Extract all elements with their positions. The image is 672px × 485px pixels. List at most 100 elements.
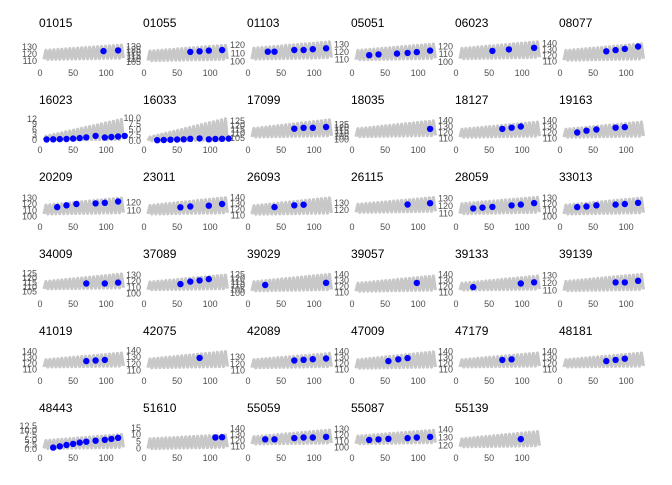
- panel-title: 20209: [39, 170, 73, 184]
- y-tick-label: 120: [438, 358, 453, 368]
- data-point: [634, 277, 642, 284]
- data-point: [43, 136, 50, 143]
- y-tick-label: 110: [439, 364, 453, 374]
- y-tick-label: 130: [22, 42, 37, 52]
- data-point: [322, 279, 330, 286]
- y-tick-label: 110: [231, 365, 245, 375]
- data-point: [160, 136, 167, 144]
- data-point: [205, 47, 212, 54]
- data-point: [212, 135, 219, 143]
- data-point: [621, 355, 628, 362]
- data-point: [404, 354, 411, 362]
- x-tick-label: 50: [276, 222, 286, 232]
- y-tick-label: 120: [542, 127, 557, 137]
- panel-title: 39029: [247, 247, 281, 261]
- y-tick-label: 10.0: [123, 113, 141, 123]
- panel-title: 28059: [455, 170, 489, 184]
- panel-title: 42089: [247, 324, 281, 338]
- data-point: [517, 201, 524, 208]
- x-tick-label: 50: [484, 299, 494, 309]
- x-tick-label: 0: [141, 376, 146, 386]
- data-point: [271, 436, 278, 443]
- y-tick-label: 110: [335, 55, 349, 65]
- x-tick-label: 0: [37, 222, 42, 232]
- seasonal-series-line: [562, 42, 645, 62]
- seasonal-series-line: [354, 119, 437, 139]
- data-point: [505, 46, 513, 53]
- data-point: [322, 433, 330, 441]
- x-tick-label: 100: [203, 222, 218, 232]
- y-tick-label: 125: [126, 44, 141, 54]
- data-point: [621, 200, 628, 208]
- seasonal-series-line: [250, 118, 333, 139]
- y-tick-label: 120: [438, 201, 453, 211]
- data-point: [121, 132, 128, 140]
- data-point: [612, 46, 619, 54]
- y-tick-label: 115: [231, 277, 245, 287]
- data-point: [508, 124, 515, 131]
- data-point: [83, 280, 90, 287]
- x-tick-label: 50: [380, 145, 390, 155]
- x-tick-label: 50: [172, 453, 182, 463]
- y-tick-label: 130: [438, 276, 453, 286]
- seasonal-series-line: [42, 43, 125, 61]
- data-point: [101, 280, 109, 287]
- data-point: [73, 200, 80, 208]
- data-point: [426, 125, 434, 133]
- x-tick-label: 50: [380, 68, 390, 78]
- panel-title: 08077: [559, 16, 593, 30]
- y-tick-label: 140: [438, 116, 453, 126]
- x-tick-label: 50: [380, 222, 390, 232]
- seasonal-series-line: [562, 351, 645, 369]
- data-point: [603, 48, 610, 55]
- data-point: [366, 52, 373, 59]
- x-tick-label: 100: [619, 299, 634, 309]
- x-tick-label: 100: [515, 376, 530, 386]
- panel-title: 42075: [143, 324, 177, 338]
- x-tick-label: 0: [141, 299, 146, 309]
- x-tick-label: 100: [99, 376, 114, 386]
- y-tick-label: 110: [231, 210, 245, 220]
- data-point: [69, 135, 77, 142]
- data-point: [101, 436, 109, 443]
- y-tick-label: 0: [32, 135, 37, 145]
- y-tick-label: 130: [542, 271, 557, 281]
- data-point: [612, 356, 619, 364]
- y-tick-label: 130: [334, 353, 349, 363]
- data-point: [499, 125, 506, 133]
- seasonal-series-line: [250, 196, 333, 216]
- x-tick-label: 50: [380, 376, 390, 386]
- data-point: [517, 123, 524, 130]
- data-point: [309, 46, 316, 53]
- y-tick-label: 110: [127, 54, 141, 64]
- data-point: [262, 281, 269, 289]
- panel-title: 01015: [39, 16, 73, 30]
- data-point: [69, 440, 77, 448]
- data-point: [100, 47, 107, 55]
- y-tick-label: 100: [542, 212, 557, 222]
- y-tick-label: 130: [438, 353, 453, 363]
- y-tick-label: 130: [438, 433, 453, 443]
- y-tick-label: 5.0: [128, 125, 141, 135]
- y-tick-label: 110: [335, 364, 349, 374]
- x-tick-label: 100: [515, 68, 530, 78]
- data-point: [413, 434, 420, 441]
- data-point: [180, 136, 187, 143]
- x-tick-label: 50: [276, 145, 286, 155]
- seasonal-series-line: [42, 272, 125, 291]
- y-tick-label: 120: [542, 199, 557, 209]
- y-tick-label: 130: [334, 40, 349, 50]
- x-tick-label: 100: [411, 222, 426, 232]
- seasonal-series-line: [354, 350, 437, 370]
- y-tick-label: 110: [127, 206, 141, 216]
- data-point: [108, 435, 115, 443]
- data-point: [271, 203, 278, 211]
